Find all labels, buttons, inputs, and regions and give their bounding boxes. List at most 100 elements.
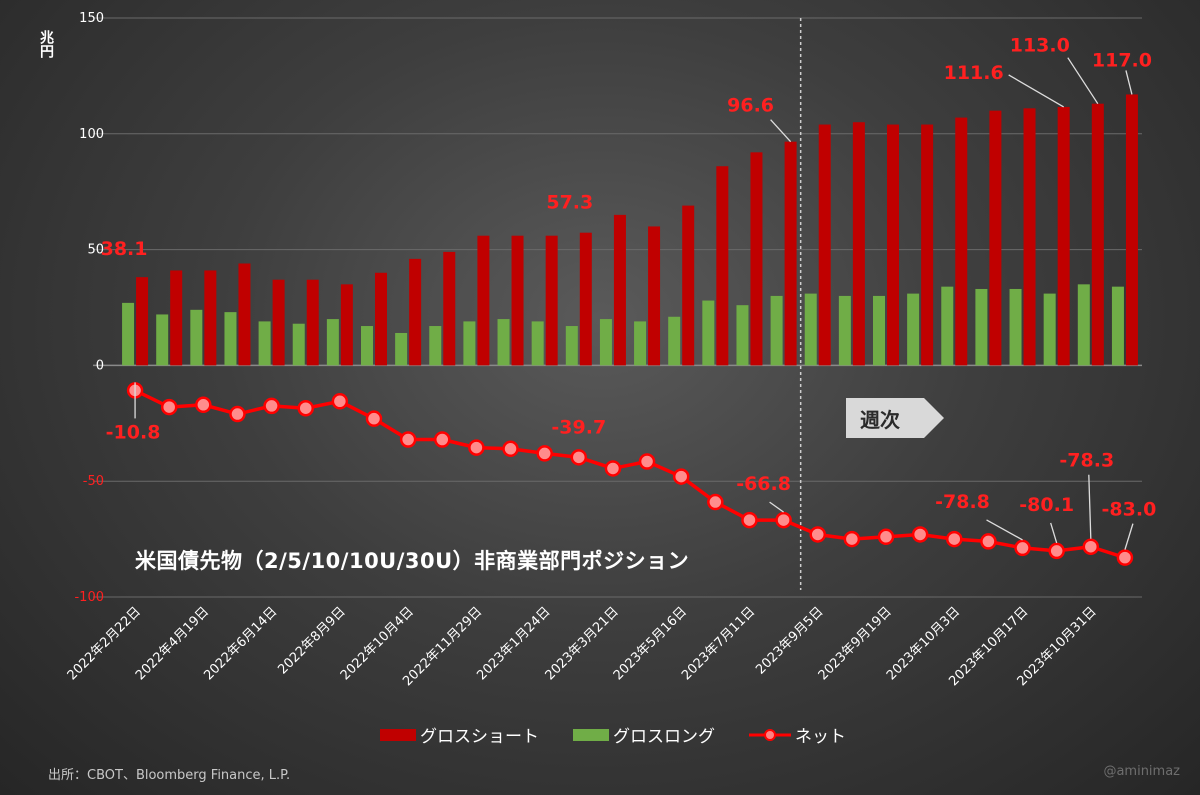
legend-item-short: グロスショート (380, 722, 539, 747)
net-point (502, 440, 519, 458)
bar-gross-short (613, 214, 626, 366)
net-point (263, 397, 280, 415)
bar-gross-long (1111, 286, 1124, 366)
bar-gross-long (224, 312, 237, 366)
bar-gross-long (565, 326, 578, 366)
net-point (604, 460, 622, 477)
bar-gross-short (340, 284, 353, 366)
net-point (297, 399, 314, 417)
net-point (570, 449, 588, 466)
bar-gross-long (838, 295, 851, 366)
bar-gross-long (599, 319, 612, 366)
data-label: -78.8 (935, 491, 990, 513)
x-tick-label: 2023年9月19日 (816, 604, 895, 683)
chart-title: 米国債先物（2/5/10/10U/30U）非商業部門ポジション (135, 549, 690, 573)
bar-gross-short (579, 232, 592, 366)
y-tick-label: -50 (83, 474, 104, 489)
legend-swatch-short (380, 728, 416, 741)
net-point (195, 396, 212, 414)
bar-gross-long (873, 295, 885, 366)
net-point (877, 528, 895, 546)
bar-gross-short (887, 124, 899, 366)
annotation-leader (986, 519, 1023, 541)
y-tick-label: 100 (79, 127, 104, 142)
data-label: -83.0 (1102, 499, 1157, 521)
bar-gross-long (804, 293, 817, 366)
bar-gross-long (668, 316, 681, 366)
bar-gross-long (1009, 288, 1022, 366)
annotation-leader (1125, 70, 1133, 95)
x-tick-label: 2022年6月14日 (201, 604, 280, 683)
data-label: 113.0 (1010, 35, 1070, 57)
annotation-leader (1067, 57, 1099, 105)
net-point (980, 533, 997, 550)
bar-gross-short (1057, 106, 1070, 366)
bar-gross-long (702, 300, 715, 366)
net-point (911, 526, 929, 543)
annotation-leader (769, 501, 784, 513)
x-tick-label: 2022年10月4日 (338, 604, 417, 683)
x-tick-label: 2023年5月16日 (611, 604, 690, 683)
data-label: -78.3 (1059, 450, 1114, 472)
bar-gross-long (770, 295, 783, 366)
chart-legend: グロスショート グロスロング ネット (380, 722, 880, 747)
y-tick-label: -100 (74, 590, 104, 605)
data-label: -66.8 (736, 473, 791, 495)
x-tick-label: 2023年3月21日 (543, 604, 622, 683)
bar-gross-long (463, 321, 476, 366)
legend-item-long: グロスロング (573, 722, 715, 747)
bar-gross-short (750, 152, 763, 366)
bar-gross-short (852, 122, 865, 366)
bar-gross-short (1023, 108, 1036, 366)
annotation-leader (1008, 74, 1064, 108)
bar-gross-short (409, 258, 422, 366)
bar-gross-short (136, 277, 149, 366)
bar-gross-short (648, 226, 661, 366)
y-tick-label: 50 (87, 243, 104, 258)
bar-gross-long (429, 326, 442, 366)
annotation-leader (1050, 522, 1058, 544)
bar-gross-short (204, 270, 217, 366)
bar-gross-long (531, 321, 544, 366)
bar-gross-short (170, 270, 183, 366)
net-point (160, 398, 178, 416)
bar-gross-short (1125, 94, 1138, 366)
net-point (707, 493, 724, 511)
annotation-leader (1124, 523, 1134, 550)
bar-gross-long (497, 319, 510, 366)
legend-label-net: ネット (795, 727, 846, 747)
x-tick-label: 2023年7月11日 (679, 604, 758, 683)
x-tick-label: 2022年2月22日 (65, 604, 144, 683)
bar-gross-short (682, 205, 695, 366)
annotation-leader (770, 119, 792, 143)
net-point (331, 393, 349, 410)
bar-gross-long (156, 314, 169, 366)
net-point (1014, 539, 1031, 557)
bar-gross-short (238, 263, 251, 366)
bar-gross-long (190, 309, 203, 366)
net-point (399, 431, 417, 448)
x-tick-label: 2022年4月19日 (133, 604, 212, 683)
bar-gross-short (443, 251, 456, 366)
bar-gross-short (784, 141, 797, 366)
y-tick-label: 0 (96, 358, 104, 373)
net-point (809, 526, 826, 543)
net-point (638, 453, 656, 470)
y-tick-label: 150 (79, 11, 104, 26)
bar-gross-long (907, 293, 920, 366)
net-point (843, 530, 861, 548)
bar-gross-short (818, 124, 831, 366)
bar-gross-short (375, 272, 387, 366)
bar-gross-short (921, 124, 934, 366)
legend-swatch-long (573, 728, 609, 741)
x-tick-label: 2023年9月5日 (753, 604, 826, 677)
net-point (946, 530, 963, 548)
source-note: 出所：CBOT、Bloomberg Finance, L.P. (48, 768, 291, 783)
x-tick-label: 2023年1月24日 (474, 604, 553, 683)
x-tick-label: 2022年8月9日 (275, 604, 348, 677)
data-label: -39.7 (551, 416, 606, 438)
net-point (1048, 542, 1065, 560)
bar-gross-short (306, 279, 319, 366)
bar-gross-long (122, 302, 135, 366)
